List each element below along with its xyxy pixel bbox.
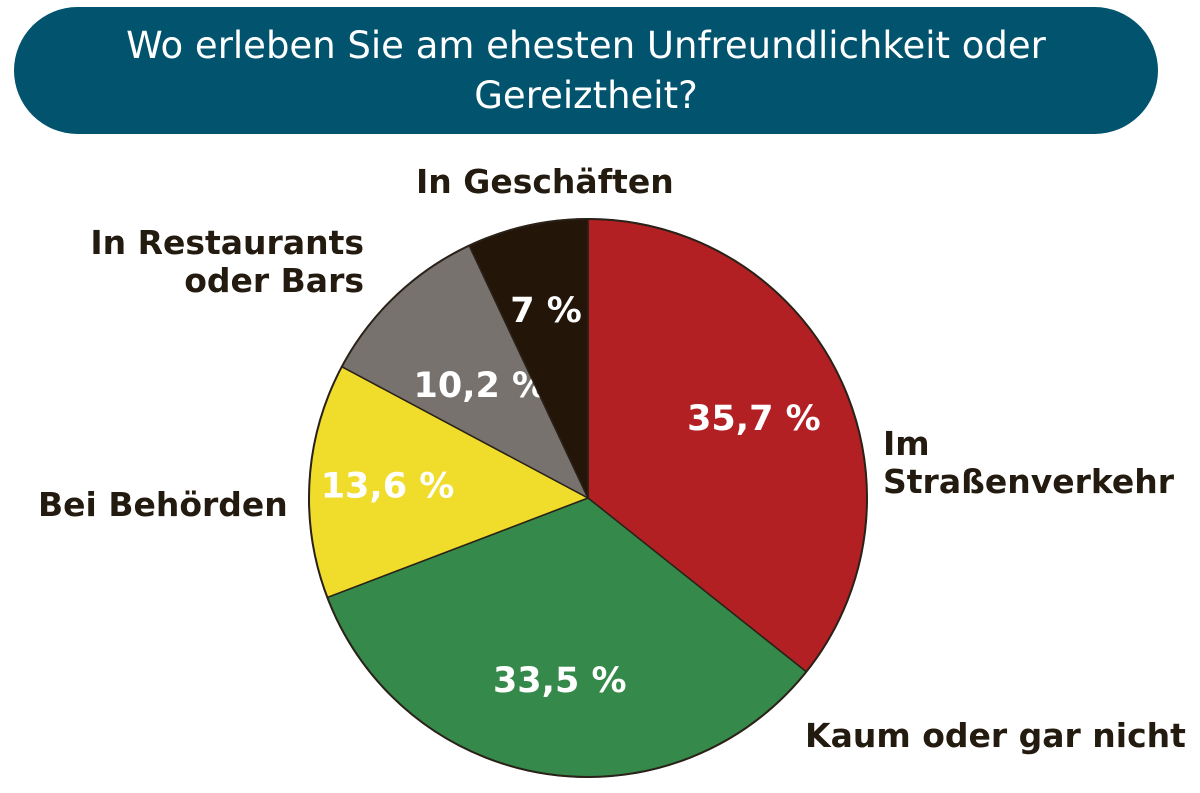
value-label-geschaeften: 7 %: [510, 291, 582, 331]
value-label-restaurants-bars: 10,2 %: [414, 366, 548, 406]
value-label-behoerden: 13,6 %: [321, 466, 455, 506]
value-label-kaum-oder-gar-nicht: 33,5 %: [493, 661, 627, 701]
label-behoerden: Bei Behörden: [38, 485, 288, 524]
label-restaurants-bars: In Restaurants oder Bars: [90, 223, 364, 300]
value-label-strassenverkehr: 35,7 %: [687, 399, 821, 439]
label-geschaeften: In Geschäften: [416, 162, 674, 201]
chart-title: Wo erleben Sie am ehesten Unfreundlichke…: [126, 23, 1046, 117]
title-banner: Wo erleben Sie am ehesten Unfreundlichke…: [14, 7, 1158, 134]
pie-outline: [308, 218, 868, 778]
label-kaum-oder-gar-nicht: Kaum oder gar nicht: [805, 716, 1186, 755]
label-strassenverkehr: Im Straßenverkehr: [883, 424, 1175, 501]
